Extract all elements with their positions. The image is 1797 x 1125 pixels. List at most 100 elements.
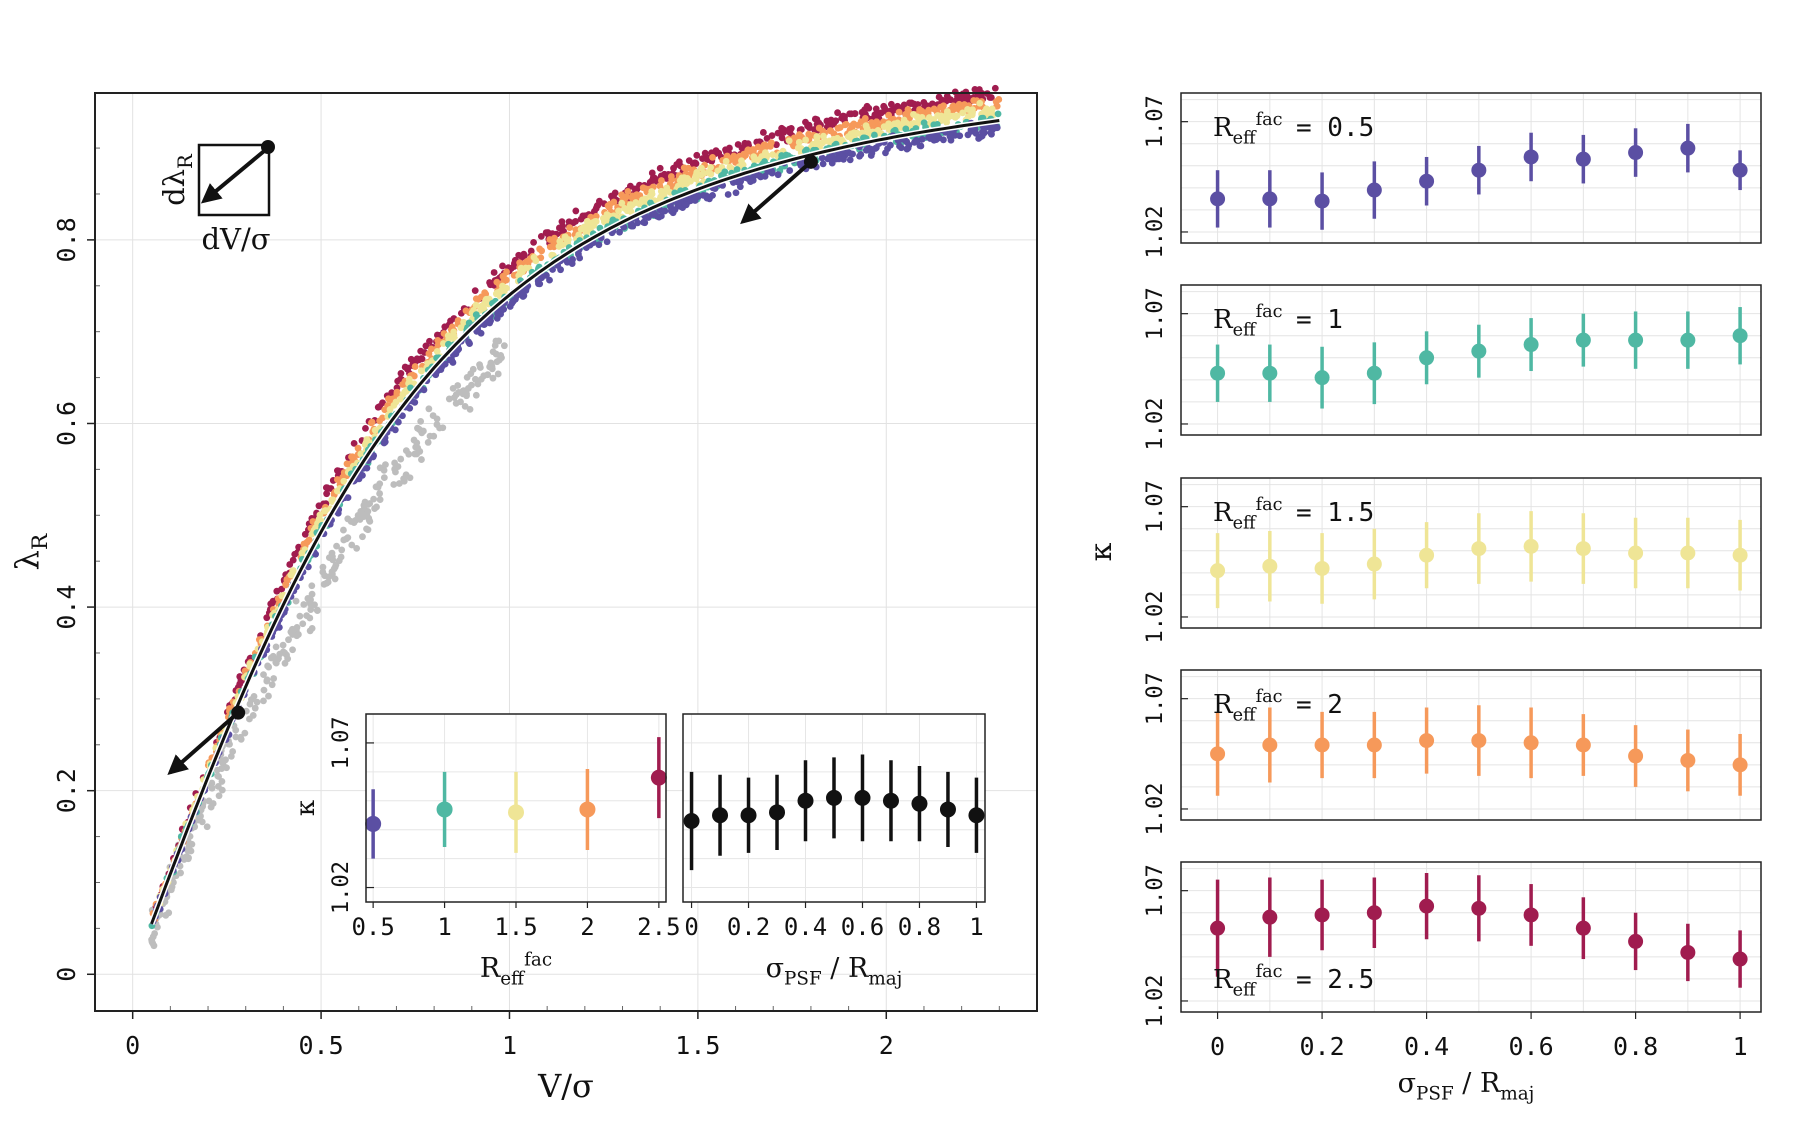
main-scatter-point	[903, 145, 911, 153]
main-scatter-point	[516, 259, 524, 267]
main-scatter-point	[705, 169, 712, 176]
main-scatter-point	[429, 412, 437, 419]
inset-psf-point	[882, 792, 899, 809]
inset-psf-point	[797, 792, 814, 809]
main-scatter-point	[457, 398, 464, 406]
main-scatter-point	[477, 375, 485, 383]
main-scatter-point	[306, 598, 313, 606]
panel-2-ytick-label: 1.07	[1143, 672, 1168, 725]
panel-1-area	[1181, 285, 1761, 435]
main-scatter-point	[289, 646, 296, 654]
legend-dot	[261, 140, 275, 154]
main-scatter-point	[557, 266, 564, 274]
main-scatter-point	[701, 149, 709, 157]
main-scatter-point	[184, 855, 192, 863]
main-scatter-point	[641, 195, 649, 203]
panel-2.5-point	[1523, 907, 1539, 923]
main-scatter-point	[768, 132, 776, 140]
panel-1-point	[1680, 332, 1696, 348]
main-scatter-point	[307, 606, 315, 613]
main-scatter-point	[289, 631, 297, 638]
panel-2.5-point	[1471, 900, 1487, 916]
main-scatter-point	[685, 164, 692, 172]
main-scatter-point	[265, 692, 272, 700]
panel-2.5-point	[1210, 920, 1226, 936]
main-scatter-point	[399, 381, 406, 388]
main-scatter-point	[395, 480, 403, 487]
panel-1-label-value: = 1	[1296, 305, 1343, 335]
panel-2-point	[1210, 746, 1226, 762]
main-scatter-point	[338, 546, 346, 554]
main-scatter-point	[796, 160, 804, 167]
main-scatter-point	[251, 704, 259, 712]
main-scatter-point	[933, 121, 941, 128]
main-scatter-point	[454, 317, 462, 324]
panel-0.5-point	[1680, 140, 1696, 156]
main-scatter-point	[344, 534, 352, 542]
main-scatter-point	[734, 141, 742, 148]
main-scatter-point	[779, 125, 787, 133]
main-scatter-point	[592, 212, 600, 220]
panel-2-point	[1419, 733, 1435, 749]
main-ytick-label: 0.8	[52, 217, 81, 262]
main-scatter-point	[215, 773, 222, 780]
inset-reff-xlabel: Refffac	[480, 950, 552, 990]
main-plot-frame	[94, 92, 1038, 1012]
inset-reff-xtick-label: 1	[437, 913, 451, 941]
main-scatter-point	[366, 517, 374, 525]
main-scatter-point	[322, 507, 329, 514]
main-xtick-label: 0	[125, 1031, 140, 1060]
panel-1-ytick-label: 1.02	[1143, 397, 1168, 450]
main-scatter-point	[417, 417, 425, 425]
main-scatter-point	[913, 113, 921, 121]
panel-2.5-ytick-label: 1.02	[1143, 974, 1168, 1027]
main-xlabel: V/σ	[537, 1067, 594, 1105]
main-scatter-point	[427, 345, 435, 353]
main-scatter-point	[774, 171, 782, 179]
main-scatter-point	[313, 606, 321, 614]
panel-0.5-point	[1523, 149, 1539, 165]
main-scatter-point	[357, 450, 365, 458]
main-scatter-point	[870, 131, 878, 139]
main-scatter-point	[299, 620, 307, 628]
main-scatter-point	[887, 141, 894, 149]
main-scatter-point	[331, 575, 339, 583]
main-scatter-point	[368, 418, 376, 426]
main-scatter-point	[953, 112, 961, 120]
main-scatter-point	[610, 192, 617, 200]
main-scatter-point	[487, 281, 494, 289]
main-scatter-point	[390, 481, 398, 488]
main-scatter-point	[732, 189, 740, 197]
panel-1.5-area	[1181, 478, 1761, 628]
main-scatter-point	[811, 115, 819, 123]
main-scatter-point	[648, 188, 656, 195]
main-scatter-point	[270, 675, 278, 682]
panel-1-point	[1210, 365, 1226, 381]
main-scatter-point	[852, 129, 860, 137]
main-scatter-point	[381, 406, 389, 414]
main-scatter-point	[214, 783, 222, 790]
main-scatter-point	[420, 386, 428, 394]
main-scatter-point	[308, 590, 316, 598]
main-scatter-point	[844, 133, 852, 141]
panel-1.5-label-r: Refffac	[1213, 495, 1283, 533]
main-scatter-point	[838, 136, 846, 144]
main-scatter-point	[527, 247, 535, 255]
inset-reff-point	[579, 801, 596, 818]
legend-dx-label: dV/σ	[201, 222, 270, 256]
main-scatter-point	[542, 229, 550, 236]
panel-1.5-label-value: = 1.5	[1296, 498, 1374, 528]
main-scatter-point	[329, 496, 337, 504]
main-scatter-point	[549, 266, 556, 273]
main-xtick-label: 1	[502, 1031, 517, 1060]
main-scatter-point	[802, 136, 810, 144]
main-scatter-point	[992, 124, 999, 132]
main-scatter-point	[335, 557, 343, 565]
main-scatter-point	[723, 152, 731, 160]
inset-psf-xtick-label: 0.4	[784, 913, 827, 941]
main-scatter-point	[285, 636, 292, 644]
main-scatter-point	[904, 106, 912, 113]
main-scatter-point	[534, 277, 542, 285]
main-scatter-point	[520, 250, 528, 258]
main-scatter-point	[530, 253, 538, 261]
